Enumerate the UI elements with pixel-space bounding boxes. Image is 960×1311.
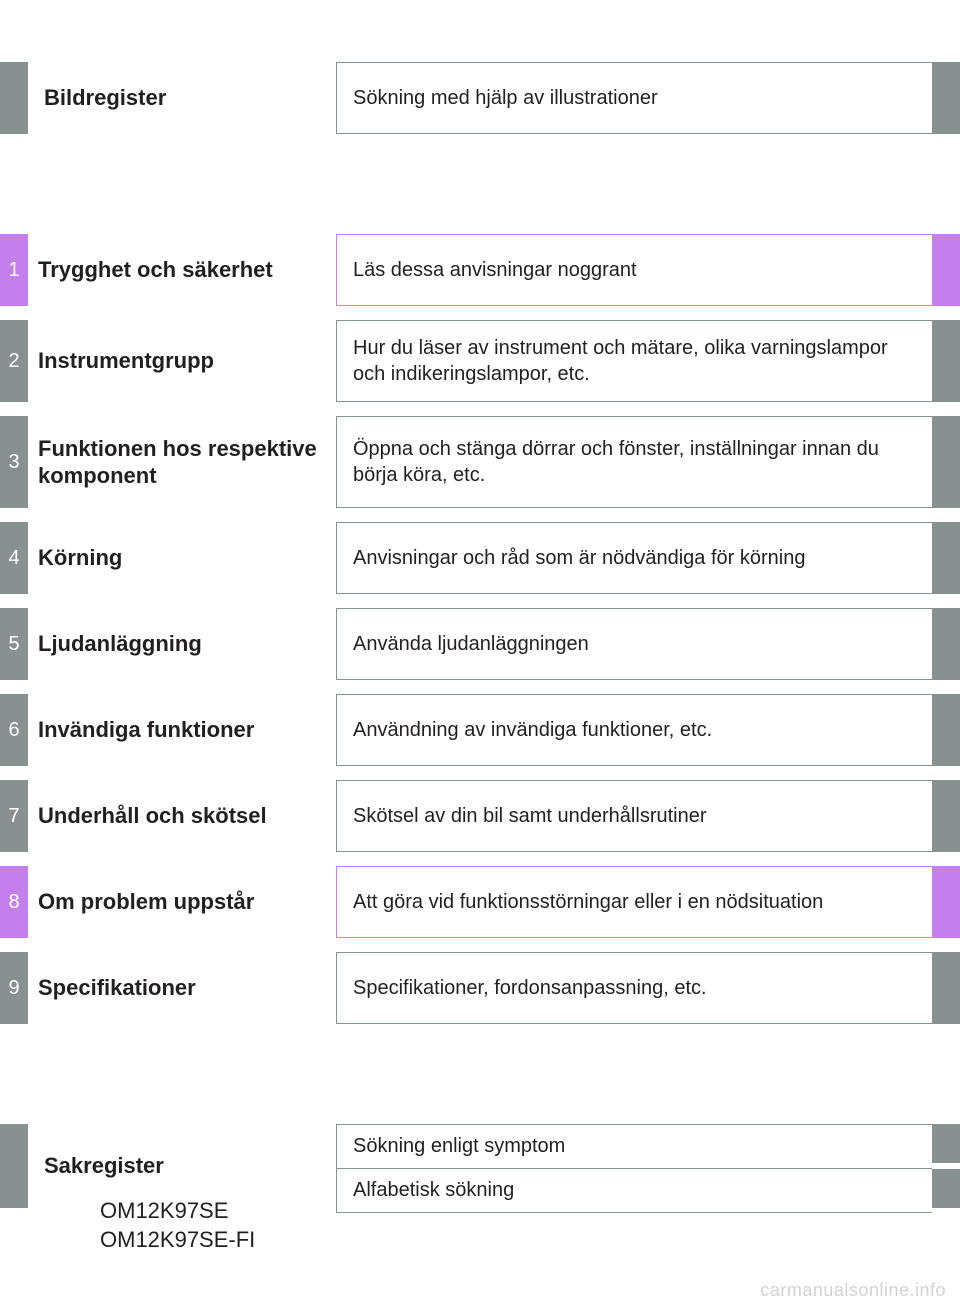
chapter-description: Öppna och stänga dörrar och fönster, ins… — [336, 416, 932, 508]
pictorial-index-title: Bildregister — [28, 62, 336, 134]
side-tab — [932, 522, 960, 594]
side-tab-right — [932, 62, 960, 134]
document-code-1: OM12K97SE — [100, 1196, 255, 1226]
chapter-description: Hur du läser av instrument och mätare, o… — [336, 320, 932, 402]
side-tab — [932, 866, 960, 938]
chapter-row-7[interactable]: 7 Underhåll och skötsel Skötsel av din b… — [0, 780, 960, 852]
chapter-title: Körning — [28, 522, 336, 594]
index-item-symptom[interactable]: Sökning enligt symptom — [336, 1124, 932, 1168]
side-tab-right-column — [932, 1124, 960, 1208]
chapter-number: 3 — [0, 416, 28, 508]
chapter-number: 6 — [0, 694, 28, 766]
side-tab — [932, 608, 960, 680]
chapter-row-3[interactable]: 3 Funktionen hos respektive komponent Öp… — [0, 416, 960, 508]
chapter-title: Invändiga funktioner — [28, 694, 336, 766]
chapter-row-4[interactable]: 4 Körning Anvisningar och råd som är nöd… — [0, 522, 960, 594]
chapter-title: Underhåll och skötsel — [28, 780, 336, 852]
chapter-description: Anvisningar och råd som är nödvändiga fö… — [336, 522, 932, 594]
side-tab — [932, 320, 960, 402]
index-desc-column: Sökning enligt symptom Alfabetisk söknin… — [336, 1124, 932, 1208]
chapter-row-2[interactable]: 2 Instrumentgrupp Hur du läser av instru… — [0, 320, 960, 402]
chapter-number: 1 — [0, 234, 28, 306]
chapter-row-5[interactable]: 5 Ljudanläggning Använda ljudanläggninge… — [0, 608, 960, 680]
chapter-number: 2 — [0, 320, 28, 402]
chapters-list: 1 Trygghet och säkerhet Läs dessa anvisn… — [0, 234, 960, 1024]
side-tab — [932, 1169, 960, 1208]
chapter-description: Skötsel av din bil samt underhållsrutine… — [336, 780, 932, 852]
side-tab — [932, 416, 960, 508]
index-item-alpha[interactable]: Alfabetisk sökning — [336, 1168, 932, 1213]
chapter-row-9[interactable]: 9 Specifikationer Specifikationer, fordo… — [0, 952, 960, 1024]
chapter-title: Trygghet och säkerhet — [28, 234, 336, 306]
chapter-title: Instrumentgrupp — [28, 320, 336, 402]
chapter-row-8[interactable]: 8 Om problem uppstår Att göra vid funkti… — [0, 866, 960, 938]
chapter-title: Om problem uppstår — [28, 866, 336, 938]
chapter-title: Ljudanläggning — [28, 608, 336, 680]
chapter-title: Specifikationer — [28, 952, 336, 1024]
side-tab — [932, 952, 960, 1024]
pictorial-index-description: Sökning med hjälp av illustrationer — [336, 62, 932, 134]
chapter-number: 5 — [0, 608, 28, 680]
watermark-text: carmanualsonline.info — [760, 1280, 946, 1301]
side-tab — [932, 694, 960, 766]
chapter-description: Användning av invändiga funktioner, etc. — [336, 694, 932, 766]
manual-toc-page: Bildregister Sökning med hjälp av illust… — [0, 0, 960, 1311]
chapter-description: Läs dessa anvisningar noggrant — [336, 234, 932, 306]
chapter-number: 4 — [0, 522, 28, 594]
chapter-number: 9 — [0, 952, 28, 1024]
document-codes: OM12K97SE OM12K97SE-FI — [100, 1196, 255, 1255]
side-tab — [932, 1124, 960, 1163]
document-code-2: OM12K97SE-FI — [100, 1225, 255, 1255]
pictorial-index-row[interactable]: Bildregister Sökning med hjälp av illust… — [0, 62, 960, 134]
chapter-row-6[interactable]: 6 Invändiga funktioner Användning av inv… — [0, 694, 960, 766]
chapter-description: Specifikationer, fordonsanpassning, etc. — [336, 952, 932, 1024]
side-tab — [932, 234, 960, 306]
chapter-description: Att göra vid funktionsstörningar eller i… — [336, 866, 932, 938]
chapter-number: 7 — [0, 780, 28, 852]
chapter-number: 8 — [0, 866, 28, 938]
side-tab — [932, 780, 960, 852]
side-tab-left — [0, 1124, 28, 1208]
side-tab-left — [0, 62, 28, 134]
chapter-row-1[interactable]: 1 Trygghet och säkerhet Läs dessa anvisn… — [0, 234, 960, 306]
chapter-title: Funktionen hos respektive komponent — [28, 416, 336, 508]
chapter-description: Använda ljudanläggningen — [336, 608, 932, 680]
